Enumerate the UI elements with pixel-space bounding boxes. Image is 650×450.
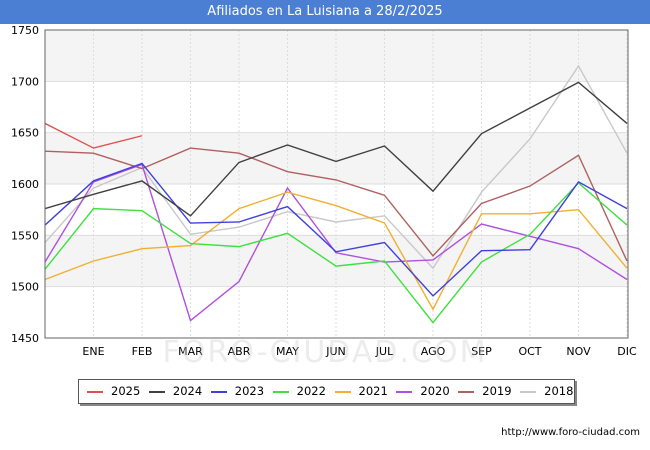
- legend-swatch: [87, 390, 103, 393]
- plot-border: [44, 29, 629, 339]
- series-line-2024: [45, 81, 628, 217]
- series-line-2018: [45, 64, 628, 270]
- x-tick-label: ENE: [82, 345, 104, 358]
- legend-label: 2023: [234, 384, 265, 398]
- x-tick-label: MAR: [178, 345, 203, 358]
- legend-label: 2019: [482, 384, 512, 398]
- legend-item-2020: 2020: [396, 380, 450, 403]
- legend: 2025 2024 2023 2022 2021 2020 2019 2018: [78, 379, 575, 404]
- legend-label: 2021: [358, 384, 388, 398]
- series-line-2025: [45, 122, 143, 149]
- y-tick-label: 1450: [11, 332, 39, 345]
- watermark: FORO-CIUDAD.COM: [162, 335, 488, 370]
- legend-swatch: [148, 390, 165, 393]
- legend-label: 2018: [544, 384, 574, 398]
- x-tick-label: SEP: [471, 345, 492, 358]
- legend-item-2019: 2019: [458, 380, 512, 403]
- y-tick-label: 1700: [11, 75, 39, 88]
- legend-item-2022: 2022: [272, 380, 326, 403]
- legend-label: 2024: [172, 384, 203, 398]
- chart-title: Afiliados en La Luisiana a 28/2/2025: [207, 4, 443, 19]
- legend-item-2023: 2023: [210, 380, 265, 403]
- series-line-2023: [45, 162, 628, 297]
- legend-label: 2020: [420, 384, 450, 398]
- x-tick-label: AGO: [421, 345, 446, 358]
- legend-swatch: [272, 390, 289, 393]
- x-tick-label: OCT: [518, 345, 541, 358]
- title-bar: [0, 0, 650, 24]
- source-link[interactable]: http://www.foro-ciudad.com: [501, 427, 640, 438]
- series-line-2019: [45, 147, 628, 262]
- x-tick-label: JUL: [375, 345, 394, 358]
- legend-item-2024: 2024: [148, 380, 203, 403]
- legend-swatch: [334, 390, 351, 393]
- y-tick-label: 1550: [11, 229, 39, 242]
- y-tick-label: 1500: [11, 281, 39, 294]
- x-tick-label: DIC: [617, 345, 637, 358]
- legend-swatch: [210, 390, 227, 393]
- y-tick-label: 1650: [11, 127, 39, 140]
- x-tick-label: FEB: [132, 345, 153, 358]
- x-tick-label: NOV: [566, 345, 591, 358]
- legend-swatch: [520, 390, 537, 393]
- legend-item-2021: 2021: [334, 380, 388, 403]
- series-line-2021: [45, 191, 628, 311]
- x-tick-label: ABR: [228, 345, 251, 358]
- legend-label: 2025: [111, 384, 141, 398]
- legend-item-2025: 2025: [87, 380, 140, 403]
- x-tick-label: JUN: [325, 345, 346, 358]
- legend-swatch: [458, 390, 475, 393]
- legend-label: 2022: [296, 384, 326, 398]
- legend-swatch: [396, 390, 413, 393]
- x-tick-label: MAY: [276, 345, 299, 358]
- y-tick-label: 1600: [11, 178, 39, 191]
- legend-item-2018: 2018: [520, 380, 573, 403]
- y-tick-label: 1750: [11, 24, 39, 37]
- series-line-2022: [45, 182, 628, 324]
